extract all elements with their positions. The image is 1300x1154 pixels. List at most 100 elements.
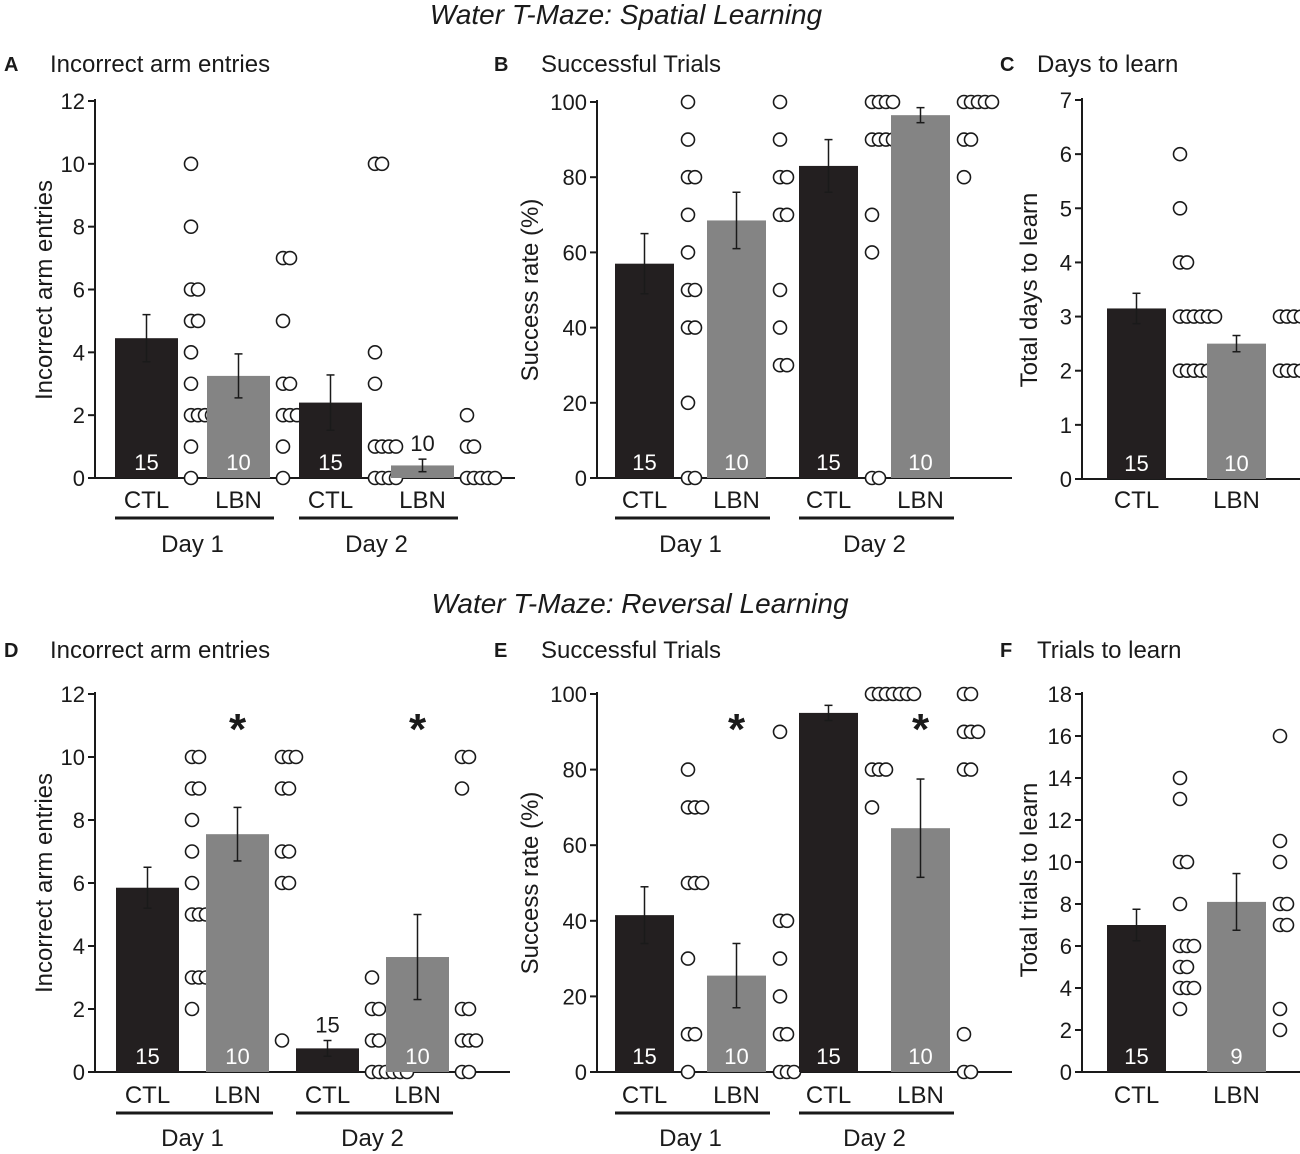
data-point xyxy=(694,800,710,815)
y-tick-label: 2 xyxy=(73,997,85,1022)
y-tick-label: 10 xyxy=(61,152,85,177)
panel-title: Days to learn xyxy=(1037,51,1178,78)
x-tick-label: CTL xyxy=(125,1082,170,1109)
data-point xyxy=(183,470,199,486)
y-tick-label: 6 xyxy=(1060,142,1072,167)
bar-ctl xyxy=(799,165,858,479)
panel-letter: D xyxy=(4,640,18,662)
x-tick-label: LBN xyxy=(1213,487,1260,514)
n-label: 15 xyxy=(1124,451,1148,476)
x-tick-label: LBN xyxy=(399,487,446,514)
y-tick-label: 40 xyxy=(563,316,587,341)
group-label: Day 1 xyxy=(659,1125,722,1152)
y-tick-label: 20 xyxy=(563,391,587,416)
y-tick-label: 100 xyxy=(550,90,587,115)
data-point xyxy=(687,320,703,335)
panel-b-chart: B Successful Trials Success rate (%) 0 20… xyxy=(494,51,1012,558)
data-point xyxy=(459,407,475,423)
data-point xyxy=(1272,1022,1288,1038)
data-point xyxy=(779,207,795,223)
x-tick-label: CTL xyxy=(308,487,353,514)
significance-star: * xyxy=(728,705,746,754)
y-tick-label: 12 xyxy=(61,682,85,707)
data-point xyxy=(956,169,972,185)
data-point xyxy=(487,470,503,486)
data-point xyxy=(371,1033,387,1048)
bar-lbn xyxy=(707,220,766,478)
data-point xyxy=(183,345,199,360)
data-point xyxy=(183,156,199,172)
data-point xyxy=(1279,896,1295,912)
bar-ctl xyxy=(799,712,858,1072)
bar-ctl xyxy=(615,263,674,478)
data-point xyxy=(1179,255,1195,270)
data-point xyxy=(680,395,696,411)
data-point xyxy=(1179,959,1195,975)
y-tick-label: 8 xyxy=(73,808,85,833)
data-point xyxy=(282,250,298,266)
n-label: 15 xyxy=(1124,1044,1148,1069)
data-point xyxy=(1272,728,1288,744)
panel-c-chart: C Days to learn Total days to learn 0 1 2 3… xyxy=(1000,51,1300,514)
data-point xyxy=(1186,938,1202,954)
significance-star: * xyxy=(912,705,930,754)
x-tick-label: CTL xyxy=(622,1082,667,1109)
data-point xyxy=(468,1033,484,1048)
data-point xyxy=(1172,791,1188,807)
data-point xyxy=(1293,363,1300,378)
data-point xyxy=(680,245,696,260)
n-label: 9 xyxy=(1230,1044,1242,1069)
data-point xyxy=(371,1001,387,1017)
y-tick-label: 0 xyxy=(575,1060,587,1085)
data-point xyxy=(274,1033,290,1048)
bar-ctl xyxy=(296,1048,359,1072)
data-point xyxy=(956,1026,972,1042)
y-tick-label: 1 xyxy=(1060,413,1072,438)
data-point xyxy=(878,762,894,777)
y-tick-label: 20 xyxy=(563,984,587,1009)
data-point xyxy=(1272,833,1288,849)
data-point xyxy=(374,156,390,172)
data-point xyxy=(466,439,482,454)
y-tick-label: 18 xyxy=(1048,682,1072,707)
bar-ctl xyxy=(1107,925,1166,1072)
n-label: 15 xyxy=(816,1044,840,1069)
y-tick-label: 0 xyxy=(575,466,587,491)
data-point xyxy=(772,989,788,1004)
significance-star: * xyxy=(229,705,247,754)
y-tick-label: 7 xyxy=(1060,88,1072,113)
y-tick-label: 0 xyxy=(73,466,85,491)
data-point xyxy=(1293,309,1300,324)
x-tick-label: LBN xyxy=(897,487,944,514)
x-tick-label: LBN xyxy=(215,487,262,514)
panel-title: Trials to learn xyxy=(1037,637,1182,664)
y-axis-label: Incorrect arm entries xyxy=(31,180,58,400)
data-point xyxy=(367,376,383,392)
data-point xyxy=(1172,146,1188,162)
panel-letter: B xyxy=(494,54,508,76)
n-label: 10 xyxy=(225,1044,249,1069)
panel-title: Successful Trials xyxy=(541,51,721,78)
data-point xyxy=(772,951,788,966)
n-label: 15 xyxy=(632,450,656,475)
data-point xyxy=(864,207,880,223)
panel-title: Incorrect arm entries xyxy=(50,51,270,78)
n-label: 15 xyxy=(318,450,342,475)
bar-lbn xyxy=(1207,343,1266,479)
data-point xyxy=(963,132,979,147)
data-point xyxy=(871,470,887,486)
data-point xyxy=(184,812,200,828)
data-point xyxy=(1186,980,1202,996)
data-point xyxy=(680,94,696,110)
data-point xyxy=(687,470,703,486)
n-label: 10 xyxy=(724,450,748,475)
n-label: 10 xyxy=(410,431,434,456)
x-tick-label: CTL xyxy=(305,1082,350,1109)
data-point xyxy=(779,1026,795,1042)
x-tick-label: CTL xyxy=(622,487,667,514)
data-point xyxy=(1172,1001,1188,1017)
n-label: 15 xyxy=(135,1044,159,1069)
data-point xyxy=(184,844,200,859)
data-point xyxy=(1179,854,1195,870)
